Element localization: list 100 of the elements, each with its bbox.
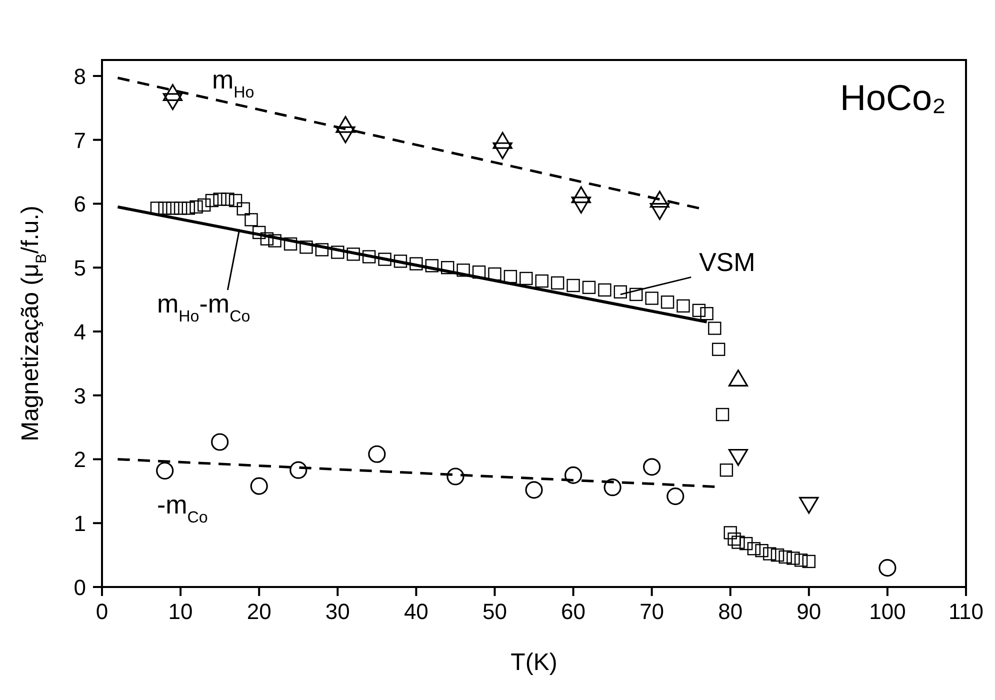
point bbox=[425, 259, 438, 272]
x-tick-label: 40 bbox=[404, 599, 428, 624]
point bbox=[645, 292, 658, 305]
point bbox=[614, 285, 627, 298]
point bbox=[205, 194, 219, 208]
point bbox=[802, 554, 816, 568]
point bbox=[566, 278, 580, 292]
annotation: HoCo₂ bbox=[840, 77, 946, 118]
point bbox=[732, 536, 745, 549]
point bbox=[666, 487, 684, 506]
point bbox=[228, 194, 242, 208]
x-tick-label: 60 bbox=[561, 599, 586, 624]
series-label: -m$_{Co}$ bbox=[156, 490, 208, 527]
point bbox=[700, 307, 714, 320]
point bbox=[778, 550, 792, 564]
point bbox=[488, 267, 502, 281]
x-tick-label: 70 bbox=[640, 599, 664, 624]
point bbox=[786, 552, 800, 565]
point bbox=[643, 458, 661, 476]
point bbox=[190, 200, 203, 214]
point bbox=[716, 408, 730, 422]
y-tick-label: 6 bbox=[74, 192, 86, 217]
y-tick-label: 4 bbox=[74, 319, 86, 344]
point bbox=[520, 272, 533, 286]
point bbox=[755, 544, 768, 558]
point bbox=[315, 243, 329, 256]
point bbox=[770, 548, 784, 562]
point bbox=[763, 547, 776, 560]
point bbox=[712, 342, 726, 356]
point bbox=[213, 192, 226, 206]
point bbox=[728, 448, 748, 466]
x-tick-label: 80 bbox=[718, 599, 743, 624]
point bbox=[441, 261, 454, 274]
point bbox=[211, 433, 229, 451]
x-tick-label: 20 bbox=[246, 599, 272, 624]
point bbox=[250, 477, 268, 495]
x-tick-label: 10 bbox=[168, 599, 193, 624]
point bbox=[252, 226, 266, 240]
point bbox=[162, 93, 182, 110]
point bbox=[708, 322, 722, 335]
point bbox=[799, 496, 819, 514]
point bbox=[290, 461, 308, 479]
point bbox=[724, 526, 737, 540]
point bbox=[362, 250, 376, 264]
point bbox=[182, 202, 195, 215]
point bbox=[492, 142, 512, 160]
point bbox=[260, 232, 274, 246]
point bbox=[604, 478, 622, 496]
point bbox=[571, 196, 591, 214]
point bbox=[598, 283, 612, 297]
x-tick-label: 100 bbox=[869, 599, 906, 624]
y-tick-label: 3 bbox=[74, 383, 86, 408]
point bbox=[446, 468, 464, 486]
point bbox=[504, 270, 518, 284]
y-tick-label: 1 bbox=[74, 511, 86, 536]
point bbox=[300, 240, 313, 254]
point bbox=[564, 466, 582, 484]
point bbox=[394, 254, 408, 268]
x-axis-title: T(K) bbox=[510, 649, 558, 676]
x-tick-label: 110 bbox=[948, 599, 984, 624]
point bbox=[650, 190, 670, 208]
point bbox=[692, 304, 706, 318]
x-tick-label: 90 bbox=[796, 599, 822, 624]
point bbox=[378, 252, 392, 266]
point bbox=[221, 192, 234, 206]
y-tick-label: 0 bbox=[74, 575, 86, 600]
point bbox=[346, 248, 360, 261]
point bbox=[525, 481, 543, 499]
point bbox=[878, 559, 896, 577]
point bbox=[368, 445, 386, 463]
point bbox=[650, 203, 670, 220]
point bbox=[739, 536, 753, 550]
point bbox=[284, 237, 298, 251]
point bbox=[162, 84, 182, 101]
x-tick-label: 30 bbox=[325, 599, 350, 624]
point bbox=[410, 257, 423, 270]
point bbox=[728, 370, 748, 386]
point bbox=[336, 126, 356, 144]
point bbox=[535, 274, 548, 288]
point bbox=[720, 464, 734, 477]
point bbox=[630, 288, 643, 302]
point bbox=[456, 264, 470, 277]
point bbox=[156, 462, 174, 480]
x-tick-label: 0 bbox=[96, 599, 108, 624]
point bbox=[158, 202, 172, 215]
point bbox=[550, 276, 564, 290]
point bbox=[582, 280, 596, 294]
legend-label: m$_{Ho}$-m$_{Co}$ bbox=[156, 288, 250, 326]
point bbox=[747, 542, 761, 556]
point bbox=[794, 554, 808, 567]
point bbox=[236, 202, 250, 216]
y-tick-label: 7 bbox=[74, 128, 86, 153]
point bbox=[331, 246, 344, 259]
series-label: m$_{Ho}$ bbox=[212, 64, 254, 102]
point bbox=[174, 202, 188, 215]
point bbox=[676, 299, 690, 313]
point bbox=[472, 265, 486, 279]
point bbox=[660, 296, 674, 309]
series-label: VSM bbox=[698, 246, 756, 277]
point bbox=[198, 198, 211, 212]
